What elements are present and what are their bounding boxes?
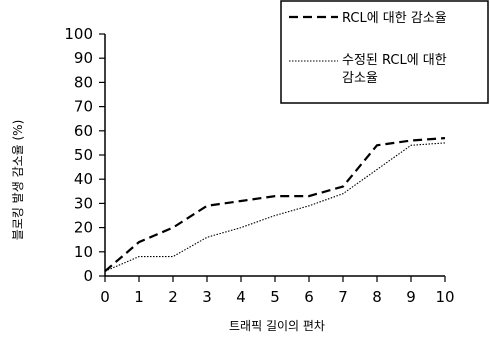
y-tick-label: 40: [74, 170, 93, 188]
legend-label-1: RCL에 대한 감소율: [342, 11, 447, 26]
x-tick-label: 6: [304, 288, 314, 306]
y-tick-label: 0: [83, 267, 93, 285]
x-tick-label: 0: [100, 288, 110, 306]
legend-box: [280, 0, 489, 104]
y-tick-label: 30: [74, 194, 93, 212]
y-tick-label: 90: [74, 49, 93, 67]
x-tick-label: 4: [236, 288, 246, 306]
y-tick-label: 20: [74, 219, 93, 237]
series-line-1: [104, 137, 446, 273]
x-tick-label: 10: [435, 288, 454, 306]
y-tick-label: 60: [74, 122, 93, 140]
y-tick-label: 80: [74, 73, 93, 91]
x-tick-label: 8: [372, 288, 382, 306]
x-tick-label: 9: [406, 288, 416, 306]
x-tick-label: 3: [202, 288, 212, 306]
y-tick-label: 70: [74, 98, 93, 116]
x-tick-label: 2: [168, 288, 178, 306]
y-tick-label: 100: [64, 25, 93, 43]
x-tick-label: 7: [338, 288, 348, 306]
x-tick-label: 1: [134, 288, 144, 306]
legend-label-2: 수정된 RCL에 대한 감소율: [342, 53, 447, 86]
y-axis-title: 블로킹 발생 감소율 (%): [11, 120, 25, 241]
y-tick-label: 10: [74, 243, 93, 261]
series-line-2: [104, 142, 446, 272]
y-tick-label: 50: [74, 146, 93, 164]
x-axis-title: 트래픽 길이의 편차: [229, 319, 325, 333]
series-layer: [104, 137, 446, 273]
axes: 0 10 20 30 40 50 60 70 80 90 100 0 1 2 3 4 5 6 7 8 9 10: [64, 25, 454, 306]
x-tick-label: 5: [270, 288, 280, 306]
